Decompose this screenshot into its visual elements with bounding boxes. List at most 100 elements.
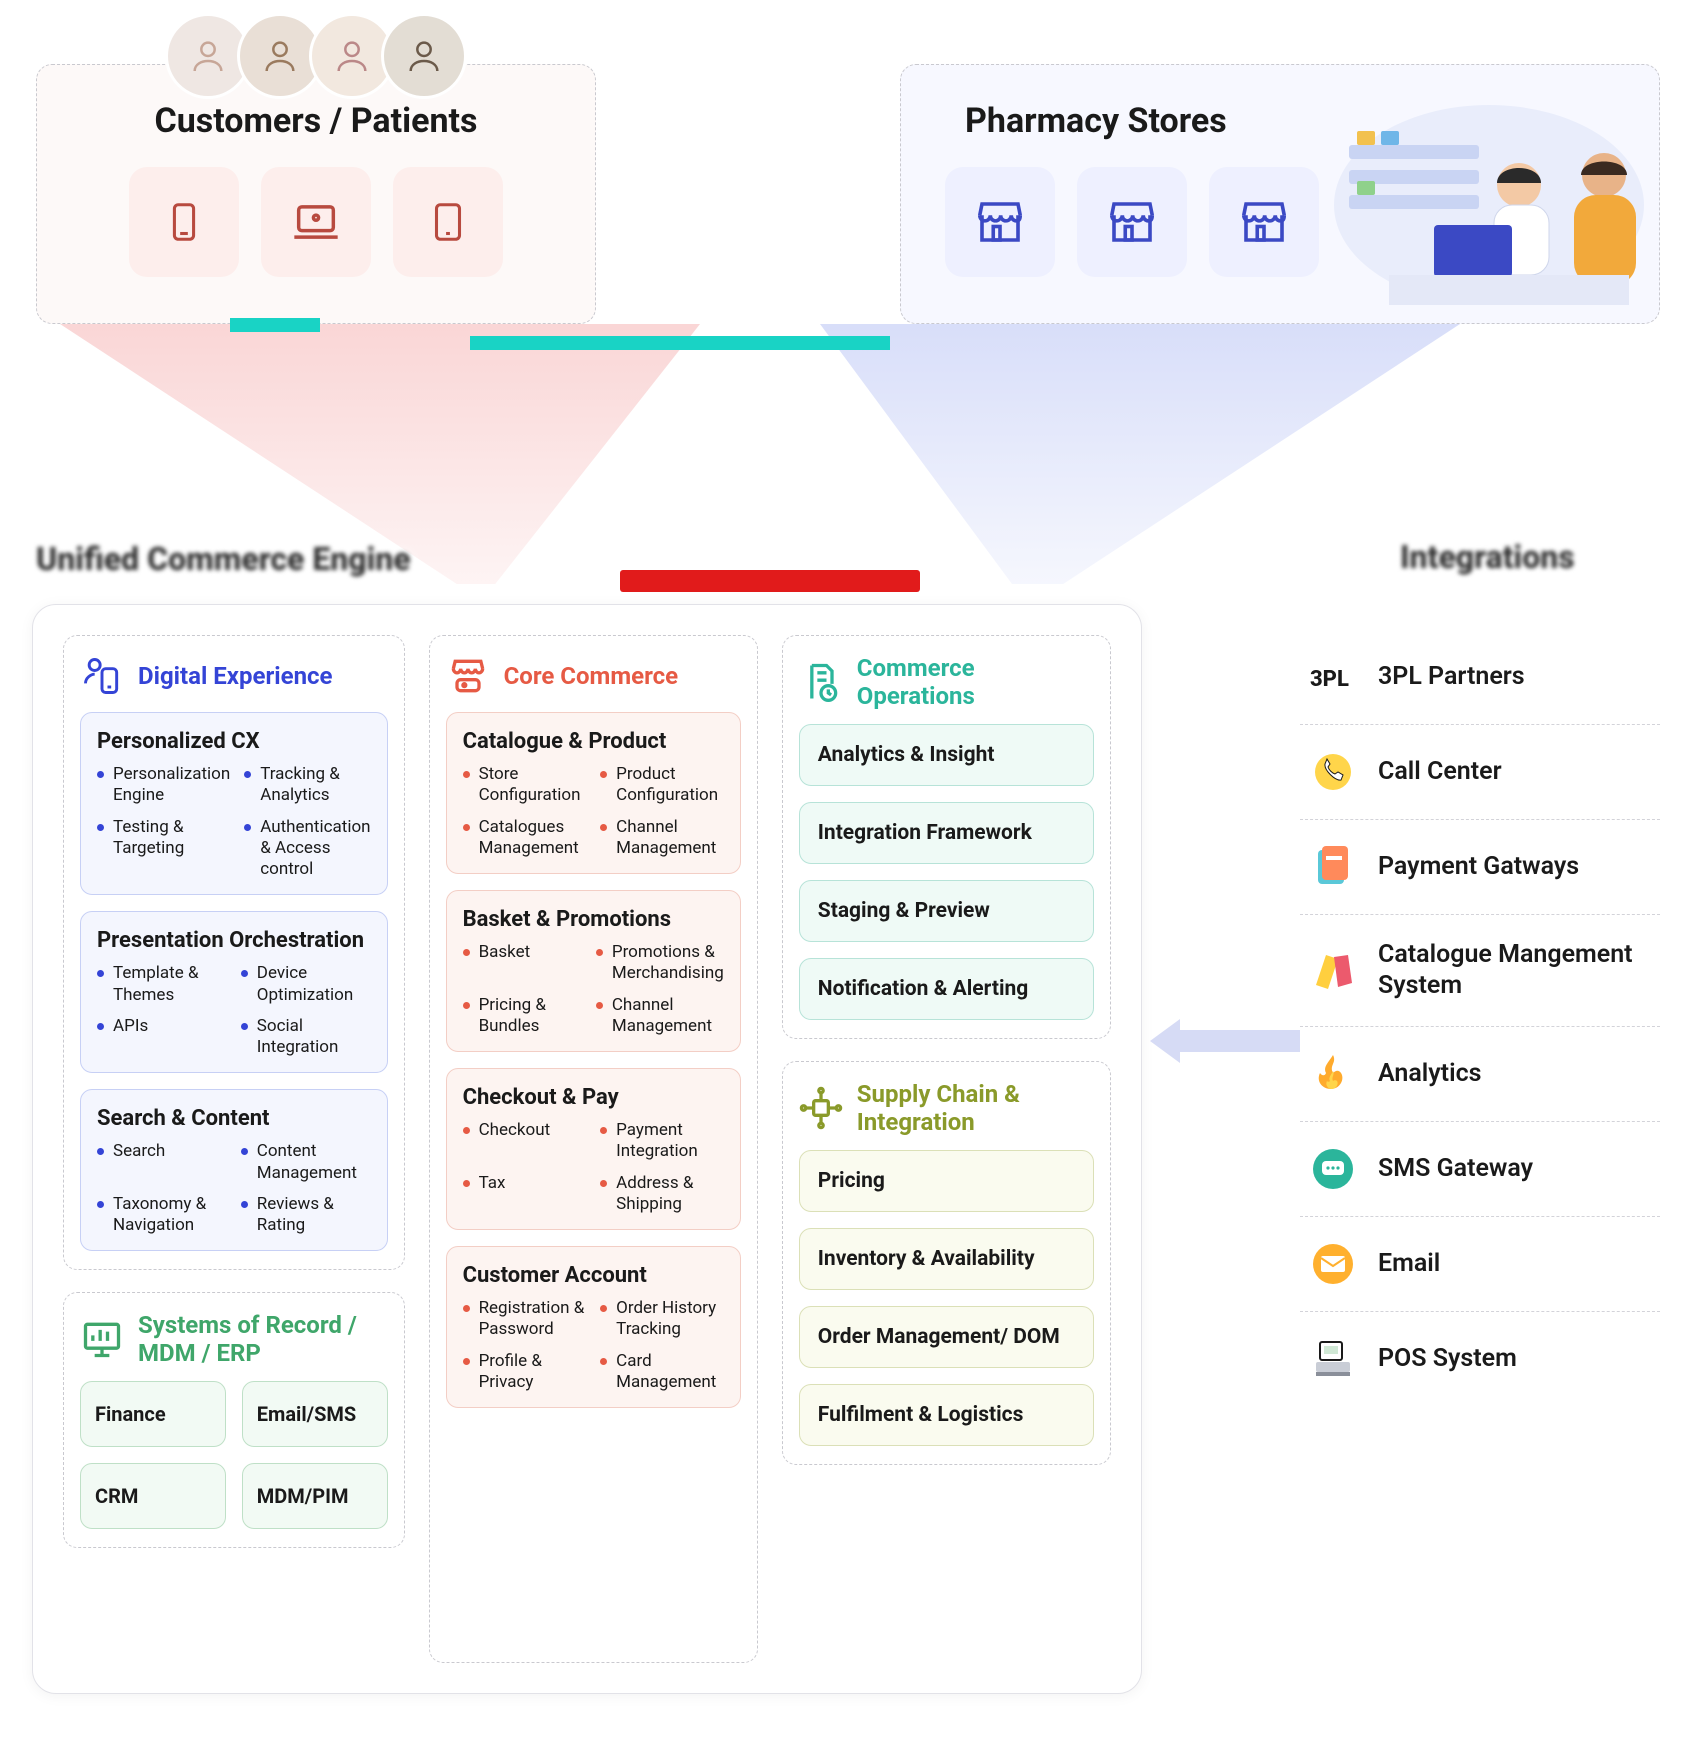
doc-clock-icon (799, 660, 843, 704)
integration-item: 3PL 3PL Partners (1300, 630, 1660, 725)
bullet-point: Tax (463, 1173, 587, 1216)
sor-system-box: Email/SMS (242, 1381, 388, 1447)
bullet-point: Taxonomy & Navigation (97, 1194, 227, 1237)
email-icon (1310, 1241, 1356, 1287)
bullet-point: Checkout (463, 1120, 587, 1163)
3pl-icon: 3PL (1310, 654, 1356, 700)
bullet-point: Pricing & Bundles (463, 995, 582, 1038)
integration-item: Analytics (1300, 1027, 1660, 1122)
integration-item: Email (1300, 1217, 1660, 1312)
core-commerce-header: Core Commerce (446, 654, 741, 698)
sor-system-box: CRM (80, 1463, 226, 1529)
capability-pill: Fulfilment & Logistics (799, 1384, 1094, 1446)
pharmacy-card: Pharmacy Stores (900, 64, 1660, 324)
avatar (381, 13, 467, 99)
bullet-point: Reviews & Rating (241, 1194, 371, 1237)
chart-monitor-icon (80, 1317, 124, 1361)
integrations-section-label: Integrations (1400, 538, 1575, 576)
capability-pill: Notification & Alerting (799, 958, 1094, 1020)
bullet-point: Testing & Targeting (97, 817, 230, 881)
bullet-point: Order History Tracking (600, 1298, 724, 1341)
group-title: Search & Content (97, 1106, 371, 1131)
capability-pill: Order Management/ DOM (799, 1306, 1094, 1368)
bullet-point: Catalogues Management (463, 817, 587, 860)
capability-group: Basket & PromotionsBasketPromotions & Me… (446, 890, 741, 1052)
capability-pill: Integration Framework (799, 802, 1094, 864)
digital-experience-column: Digital Experience Personalized CXPerson… (63, 635, 405, 1270)
cat-icon (1310, 947, 1356, 993)
supply-chain-header: Supply Chain & Integration (799, 1080, 1094, 1136)
pos-icon (1310, 1336, 1356, 1382)
bullet-point: Social Integration (241, 1016, 371, 1059)
commerce-operations-column: Commerce Operations Analytics & Insight I… (782, 635, 1111, 1039)
bullet-point: Personalization Engine (97, 764, 230, 807)
integration-item: SMS Gateway (1300, 1122, 1660, 1217)
capability-pill: Analytics & Insight (799, 724, 1094, 786)
core-commerce-column: Core Commerce Catalogue & ProductStore C… (429, 635, 758, 1663)
bullet-point: Promotions & Merchandising (596, 942, 724, 985)
user-device-icon (80, 654, 124, 698)
bullet-point: Store Configuration (463, 764, 587, 807)
sor-header: Systems of Record / MDM / ERP (80, 1311, 388, 1367)
bullet-point: APIs (97, 1016, 227, 1059)
capability-group: Presentation Orchestration Template & The… (80, 911, 388, 1073)
bullet-point: Profile & Privacy (463, 1351, 587, 1394)
group-title: Presentation Orchestration (97, 928, 371, 953)
sor-system-box: MDM/PIM (242, 1463, 388, 1529)
accent-line (230, 318, 320, 332)
bullet-point: Channel Management (596, 995, 724, 1038)
integration-label: Email (1378, 1248, 1440, 1279)
bullet-point: Content Management (241, 1141, 371, 1184)
bullet-point: Address & Shipping (600, 1173, 724, 1216)
group-title: Basket & Promotions (463, 907, 724, 932)
fire-icon (1310, 1051, 1356, 1097)
laptop-icon (261, 167, 371, 277)
flow-arrow-right (820, 324, 1460, 584)
integration-item: Payment Gatways (1300, 820, 1660, 915)
architecture-diagram: Customers / Patients Pharmacy Stores (0, 0, 1686, 1762)
engine-section-label: Unified Commerce Engine (36, 540, 411, 578)
integration-item: POS System (1300, 1312, 1660, 1406)
integration-label: 3PL Partners (1378, 661, 1525, 692)
bullet-point: Template & Themes (97, 963, 227, 1006)
integration-label: Catalogue Mangement System (1378, 939, 1650, 1002)
capability-group: Checkout & PayCheckoutPayment Integratio… (446, 1068, 741, 1230)
systems-of-record-column: Systems of Record / MDM / ERP FinanceEma… (63, 1292, 405, 1548)
capability-pill: Staging & Preview (799, 880, 1094, 942)
store-icon (1209, 167, 1319, 277)
bullet-point: Device Optimization (241, 963, 371, 1006)
integration-label: Analytics (1378, 1058, 1481, 1089)
commerce-ops-header: Commerce Operations (799, 654, 1094, 710)
bullet-point: Tracking & Analytics (244, 764, 370, 807)
accent-line (470, 336, 890, 350)
call-icon (1310, 749, 1356, 795)
integration-label: SMS Gateway (1378, 1153, 1533, 1184)
bullet-point: Product Configuration (600, 764, 724, 807)
phone-icon (129, 167, 239, 277)
capability-pill: Pricing (799, 1150, 1094, 1212)
integration-arrow (1150, 1015, 1300, 1067)
capability-group: Personalized CX Personalization Engine Tra… (80, 712, 388, 895)
customers-card: Customers / Patients (36, 64, 596, 324)
storefront-icon (446, 654, 490, 698)
bullet-point: Registration & Password (463, 1298, 587, 1341)
pharmacy-illustration (1329, 95, 1649, 315)
pay-icon (1310, 844, 1356, 890)
capability-group: Search & Content Search Content Management… (80, 1089, 388, 1251)
store-icon (1077, 167, 1187, 277)
sor-system-box: Finance (80, 1381, 226, 1447)
bullet-point: Search (97, 1141, 227, 1184)
group-title: Personalized CX (97, 729, 371, 754)
capability-group: Catalogue & ProductStore ConfigurationPr… (446, 712, 741, 874)
sms-icon (1310, 1146, 1356, 1192)
integration-label: Call Center (1378, 756, 1502, 787)
bullet-point: Authentication & Access control (244, 817, 370, 881)
svg-text:3PL: 3PL (1310, 667, 1349, 692)
integrations-panel: 3PL 3PL Partners Call Center Payment Gatway… (1300, 630, 1660, 1670)
group-title: Checkout & Pay (463, 1085, 724, 1110)
device-row (61, 167, 571, 277)
store-icon (945, 167, 1055, 277)
integration-label: POS System (1378, 1343, 1517, 1374)
engine-panel: Digital Experience Personalized CXPerson… (32, 604, 1142, 1694)
customer-avatars (165, 13, 467, 99)
